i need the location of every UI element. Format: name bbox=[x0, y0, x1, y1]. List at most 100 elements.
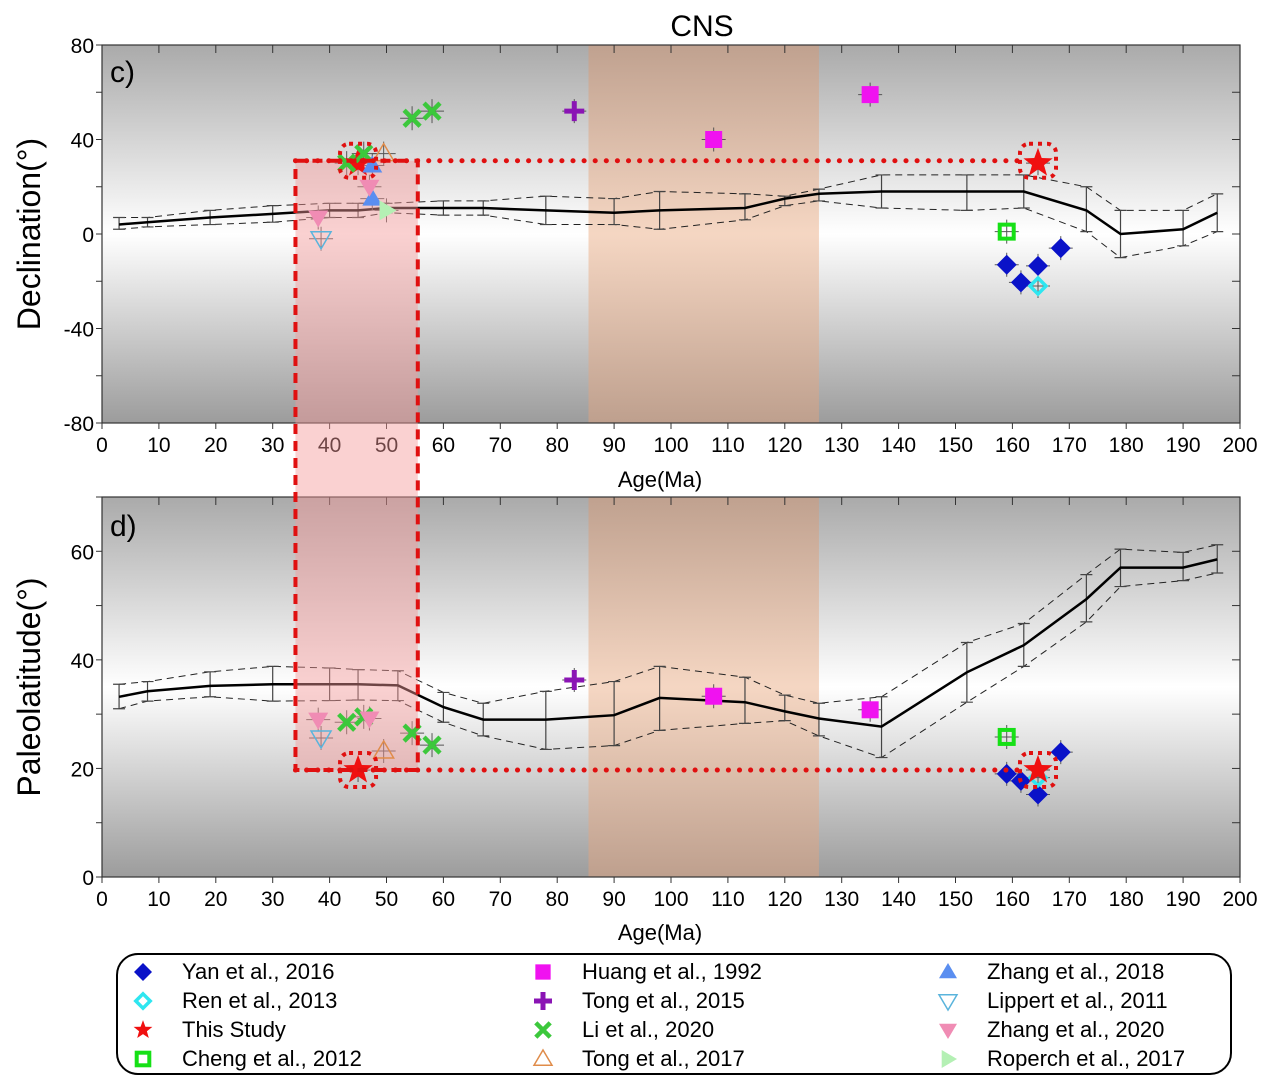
this-study-highlight-box bbox=[338, 141, 379, 180]
legend-label: Roperch et al., 2017 bbox=[987, 1046, 1186, 1071]
cross-icon bbox=[534, 1021, 552, 1039]
data-point-yan-et-al-2016 bbox=[1028, 255, 1049, 276]
x-tick-label: 20 bbox=[204, 434, 227, 457]
this-study-highlight-box bbox=[1018, 141, 1059, 180]
legend-item: Huang et al., 1992 bbox=[535, 957, 762, 986]
data-point-li-et-al-2020 bbox=[402, 108, 422, 128]
x-tick-label: 80 bbox=[546, 434, 569, 457]
triangle-right-filled-icon bbox=[941, 1050, 957, 1068]
x-tick-label: 30 bbox=[261, 888, 284, 911]
x-tick-label: 90 bbox=[602, 434, 625, 457]
x-tick-label: 120 bbox=[767, 434, 802, 457]
data-point-yan-et-al-2016 bbox=[1028, 784, 1049, 805]
legend: Yan et al., 2016 Ren et al., 2013 This Stu… bbox=[116, 953, 1232, 1075]
cns-shaded-region bbox=[588, 497, 819, 877]
data-point-ren-et-al-2013 bbox=[1027, 275, 1049, 297]
x-tick-label: 50 bbox=[375, 888, 398, 911]
data-error-bar bbox=[371, 739, 396, 764]
apwp-error-bar bbox=[778, 694, 791, 722]
legend-item: Tong et al., 2015 bbox=[534, 986, 745, 1015]
data-point-huang-et-al-1992 bbox=[705, 687, 723, 705]
cns-title: CNS bbox=[670, 10, 733, 43]
paleomag-figure: 0 10 20 30 40 50 60 70 80 90 100 110 120 130 140 150 160… bbox=[11, 10, 1258, 945]
data-point-cheng-et-al-2012 bbox=[997, 727, 1016, 746]
x-tick-label: 10 bbox=[147, 434, 170, 457]
legend-item: Zhang et al., 2018 bbox=[939, 957, 1165, 986]
highlight-region bbox=[295, 160, 418, 771]
x-tick-label: 170 bbox=[1052, 888, 1087, 911]
x-tick-label: 80 bbox=[546, 888, 569, 911]
legend-item: Cheng et al., 2012 bbox=[134, 1044, 362, 1073]
this-study-highlight-box bbox=[1018, 751, 1059, 790]
x-tick-label: 150 bbox=[938, 434, 973, 457]
declination-panel: 0 10 20 30 40 50 60 70 80 90 100 110 120 130 140 150 160… bbox=[64, 35, 1258, 457]
data-point-yan-et-al-2016 bbox=[996, 763, 1017, 784]
triangle-down-open-marker bbox=[937, 993, 959, 1012]
data-error-bar bbox=[309, 226, 334, 251]
y-tick-label: 60 bbox=[71, 541, 94, 564]
x-tick-label: 160 bbox=[995, 888, 1030, 911]
legend-item: Ren et al., 2013 bbox=[133, 986, 338, 1015]
x-tick-label: 60 bbox=[432, 888, 455, 911]
x-tick-label: 110 bbox=[711, 888, 744, 911]
x-tick-label: 190 bbox=[1166, 888, 1201, 911]
x-tick-label: 20 bbox=[204, 888, 227, 911]
y-tick-label: -80 bbox=[64, 413, 94, 436]
data-point-zhang-et-al-2020 bbox=[359, 711, 380, 729]
x-tick-label: 150 bbox=[938, 888, 973, 911]
x-tick-label: 0 bbox=[96, 434, 108, 457]
triangle-down-open-icon bbox=[937, 993, 959, 1012]
apwp-error-bar bbox=[1211, 544, 1224, 574]
legend-label: Zhang et al., 2018 bbox=[987, 959, 1165, 984]
y-tick-label: 40 bbox=[71, 130, 94, 153]
y-axis-label-c: Declination(°) bbox=[11, 138, 47, 330]
legend-label: Huang et al., 1992 bbox=[582, 959, 762, 984]
highlight-overlay bbox=[292, 86, 1071, 805]
data-point-tong-et-al-2017 bbox=[372, 739, 395, 759]
diamond-filled-marker bbox=[134, 963, 152, 981]
apwp-error-bar bbox=[608, 680, 621, 747]
y-axis-label-d: Paleolatitude(°) bbox=[11, 577, 47, 796]
data-point-zhang-et-al-2020 bbox=[308, 712, 329, 730]
data-point-this-study bbox=[1023, 147, 1053, 176]
legend-item: Tong et al., 2017 bbox=[532, 1044, 745, 1073]
apwp-mean-line bbox=[118, 190, 1218, 236]
data-point-lippert-et-al-2011 bbox=[309, 730, 333, 750]
data-point-li-et-al-2020 bbox=[337, 712, 357, 732]
diamond-filled-icon bbox=[134, 963, 152, 981]
y-tick-label: 40 bbox=[71, 650, 94, 673]
apwp-upper-bound bbox=[119, 174, 1218, 218]
legend-label: Zhang et al., 2020 bbox=[987, 1017, 1165, 1042]
apwp-lower-bound bbox=[118, 572, 1218, 759]
plus-marker bbox=[534, 992, 552, 1010]
x-tick-label: 160 bbox=[995, 434, 1030, 457]
highlight-region-border bbox=[293, 158, 420, 773]
x-tick-label: 50 bbox=[375, 434, 398, 457]
data-point-zhang-et-al-2020 bbox=[359, 179, 380, 197]
square-open-marker bbox=[134, 1050, 152, 1068]
data-point-tong-et-al-2015 bbox=[564, 669, 585, 690]
apwp-upper-bound bbox=[119, 544, 1218, 704]
data-point-huang-et-al-1992 bbox=[861, 701, 879, 719]
data-point-this-study bbox=[1023, 754, 1053, 783]
x-tick-label: 180 bbox=[1109, 434, 1144, 457]
data-point-huang-et-al-1992 bbox=[705, 131, 723, 148]
this-study-highlight-box bbox=[338, 751, 379, 790]
cns-shaded-region bbox=[588, 45, 819, 423]
apwp-error-bar bbox=[738, 676, 751, 724]
data-point-roperch-et-al-2017 bbox=[379, 200, 397, 221]
x-tick-label: 120 bbox=[767, 888, 802, 911]
legend-label: Yan et al., 2016 bbox=[182, 959, 335, 984]
x-axis-label-d: Age(Ma) bbox=[618, 920, 702, 945]
x-tick-label: 40 bbox=[318, 434, 341, 457]
x-tick-label: 70 bbox=[489, 434, 512, 457]
triangle-up-filled-marker bbox=[939, 963, 957, 979]
data-point-huang-et-al-1992 bbox=[861, 86, 879, 104]
data-point-li-et-al-2020 bbox=[337, 153, 357, 173]
data-point-zhang-et-al-2018 bbox=[362, 188, 383, 206]
data-point-li-et-al-2020 bbox=[422, 101, 442, 121]
x-tick-label: 130 bbox=[824, 434, 859, 457]
x-tick-label: 140 bbox=[881, 888, 916, 911]
x-tick-label: 0 bbox=[96, 888, 108, 911]
legend-label: Ren et al., 2013 bbox=[182, 988, 338, 1013]
